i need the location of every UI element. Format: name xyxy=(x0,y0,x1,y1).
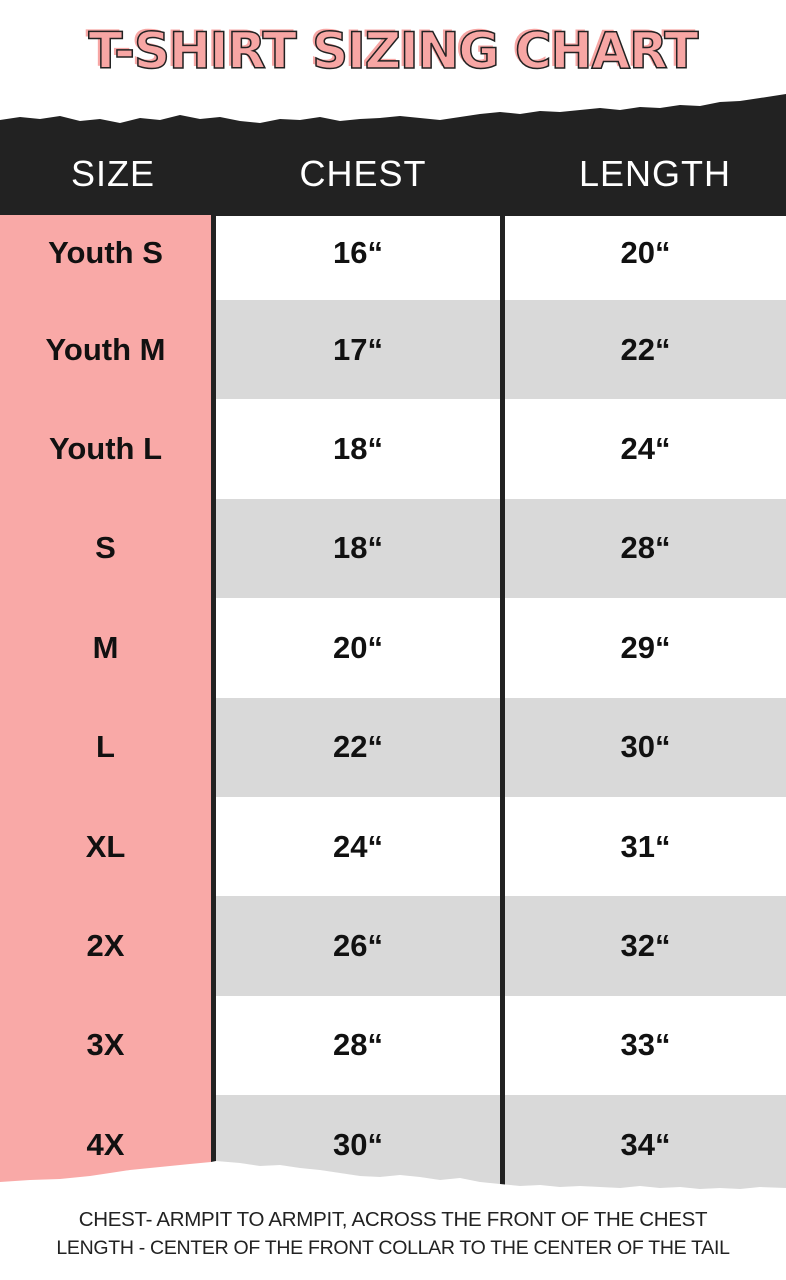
table-row: XL 24“ 31“ xyxy=(0,796,786,897)
length-cell: 22“ xyxy=(620,331,671,367)
column-header-size: SIZE xyxy=(70,153,155,194)
table-row: Youth S 16“ 20“ xyxy=(0,215,786,300)
size-cell: 3X xyxy=(0,995,211,1096)
length-cell: 20“ xyxy=(620,234,671,270)
size-cell: 2X xyxy=(0,896,211,996)
size-cell: S xyxy=(0,498,211,599)
chart-title: T-SHIRT SIZING CHART xyxy=(88,21,700,81)
size-table: Youth S 16“ 20“ Youth M 17“ 22“ Youth L 18“ 24“ S… xyxy=(0,215,786,1195)
size-cell: XL xyxy=(0,796,211,897)
chest-cell: 28“ xyxy=(333,1027,383,1063)
column-header-chest: CHEST xyxy=(299,153,427,194)
chest-cell: 24“ xyxy=(333,828,383,864)
column-divider xyxy=(211,215,216,1175)
column-header-length: LENGTH xyxy=(578,153,732,194)
length-cell: 33“ xyxy=(620,1027,671,1063)
torn-paper-edge-top xyxy=(0,94,786,140)
chest-cell: 17“ xyxy=(333,331,383,367)
table-row: 2X 26“ 32“ xyxy=(0,896,786,996)
size-cell: L xyxy=(0,697,211,797)
column-divider xyxy=(500,215,505,1190)
table-row: L 22“ 30“ xyxy=(0,697,786,797)
length-cell: 29“ xyxy=(620,629,671,665)
table-row: S 18“ 28“ xyxy=(0,498,786,599)
length-cell: 30“ xyxy=(620,729,671,765)
table-row: 3X 28“ 33“ xyxy=(0,995,786,1096)
length-cell: 24“ xyxy=(620,431,671,467)
table-row: M 20“ 29“ xyxy=(0,598,786,698)
size-cell: Youth L xyxy=(0,399,211,499)
length-cell: 31“ xyxy=(620,828,671,864)
table-row: Youth L 18“ 24“ xyxy=(0,399,786,499)
size-cell: M xyxy=(0,598,211,698)
chest-cell: 30“ xyxy=(333,1126,383,1162)
chest-cell: 26“ xyxy=(333,928,383,964)
size-cell: Youth M xyxy=(0,300,211,400)
chest-cell: 22“ xyxy=(333,729,383,765)
chest-cell: 18“ xyxy=(333,530,383,566)
length-cell: 32“ xyxy=(620,928,671,964)
chest-cell: 18“ xyxy=(333,431,383,467)
length-cell: 34“ xyxy=(620,1126,671,1162)
table-row: Youth M 17“ 22“ xyxy=(0,300,786,400)
length-measurement-note: LENGTH - CENTER OF THE FRONT COLLAR TO T… xyxy=(56,1237,730,1259)
table-header: SIZE CHEST LENGTH xyxy=(0,135,786,216)
length-cell: 28“ xyxy=(620,530,671,566)
chest-cell: 20“ xyxy=(333,629,383,665)
chest-cell: 16“ xyxy=(333,234,383,270)
size-cell: Youth S xyxy=(0,215,211,300)
torn-paper-edge-bottom xyxy=(0,1161,786,1220)
chest-measurement-note: CHEST- ARMPIT TO ARMPIT, ACROSS THE FRON… xyxy=(78,1208,708,1231)
